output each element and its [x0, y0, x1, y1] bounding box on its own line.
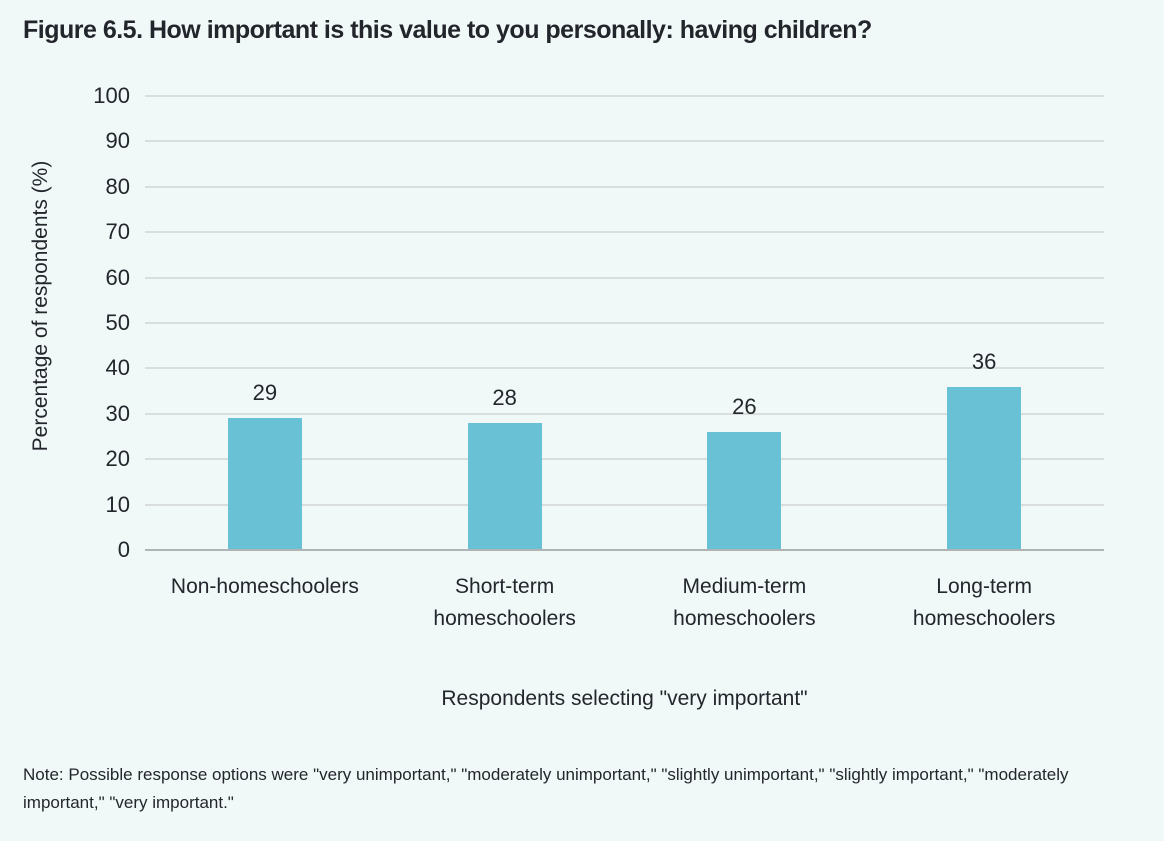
- x-axis-title: Respondents selecting "very important": [441, 687, 808, 710]
- gridline-y-30: [145, 412, 1104, 415]
- y-tick-label: 40: [105, 355, 130, 381]
- x-axis-line: [145, 549, 1104, 551]
- gridline-y-20: [145, 458, 1104, 461]
- bar-value-label: 29: [252, 380, 278, 406]
- y-tick-label: 80: [105, 173, 130, 199]
- gridline-y-70: [145, 231, 1104, 234]
- bar-2: [467, 422, 542, 550]
- bar-3: [707, 431, 782, 550]
- gridline-y-100: [145, 95, 1104, 97]
- bar-4: [947, 386, 1022, 550]
- x-category-label: Non-homeschoolers: [170, 575, 359, 598]
- gridline-y-60: [145, 276, 1104, 279]
- gridline-y-90: [145, 140, 1104, 143]
- gridline-y-40: [145, 367, 1104, 370]
- figure-title: Figure 6.5. How important is this value …: [23, 16, 872, 44]
- y-tick-label: 0: [117, 537, 130, 562]
- y-tick-label: 50: [105, 310, 130, 335]
- x-category-label: Long-term homeschoolers: [912, 575, 1056, 630]
- y-tick-label: 70: [105, 219, 130, 245]
- y-tick-label: 10: [105, 491, 130, 517]
- x-category-label: Short-term homeschoolers: [433, 575, 576, 630]
- bar-value-label: 28: [492, 384, 517, 410]
- y-tick-label: 20: [105, 446, 130, 472]
- gridline-y-10: [145, 503, 1104, 506]
- y-tick-label: 90: [105, 128, 130, 154]
- x-category-label: Medium-term homeschoolers: [673, 575, 816, 630]
- bar-value-label: 26: [732, 393, 757, 419]
- y-tick-label: 100: [93, 83, 130, 108]
- bar-1: [227, 418, 302, 550]
- gridline-y-50: [145, 322, 1104, 324]
- gridline-y-80: [145, 185, 1104, 188]
- y-tick-label: 30: [105, 400, 130, 426]
- figure-note: Note: Possible response options were "ve…: [23, 765, 1069, 812]
- y-tick-label: 60: [105, 264, 130, 290]
- bar-value-label: 36: [971, 348, 997, 374]
